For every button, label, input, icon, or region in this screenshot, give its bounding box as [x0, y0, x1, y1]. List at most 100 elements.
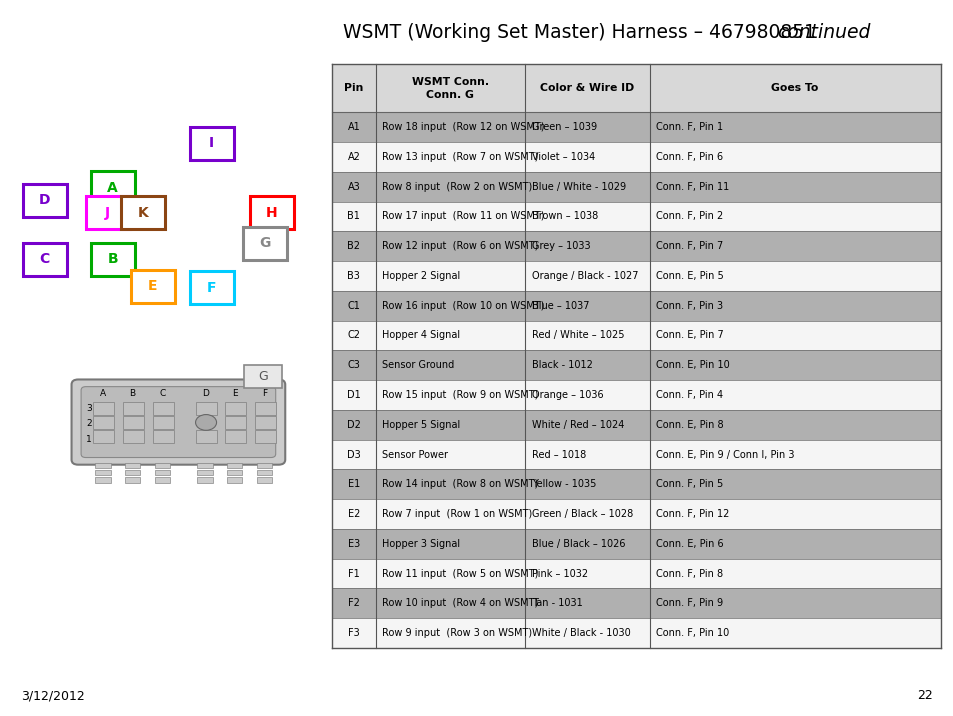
- FancyBboxPatch shape: [244, 365, 282, 388]
- Text: Conn. F, Pin 12: Conn. F, Pin 12: [656, 509, 729, 519]
- Text: White / Red – 1024: White / Red – 1024: [531, 420, 623, 430]
- Text: B2: B2: [347, 241, 360, 251]
- Text: Red – 1018: Red – 1018: [531, 450, 585, 460]
- Bar: [332, 350, 940, 380]
- Text: Row 17 input  (Row 11 on WSMT): Row 17 input (Row 11 on WSMT): [382, 211, 544, 221]
- Bar: [256, 470, 272, 475]
- Bar: [227, 477, 242, 483]
- Text: Row 12 input  (Row 6 on WSMT): Row 12 input (Row 6 on WSMT): [382, 241, 538, 251]
- FancyBboxPatch shape: [243, 227, 287, 260]
- Text: 22: 22: [916, 690, 932, 702]
- Text: Violet – 1034: Violet – 1034: [531, 152, 595, 162]
- Text: Conn. F, Pin 4: Conn. F, Pin 4: [656, 390, 722, 400]
- Text: D1: D1: [347, 390, 360, 400]
- Bar: [332, 558, 940, 589]
- Text: Hopper 4 Signal: Hopper 4 Signal: [382, 331, 460, 341]
- Text: White / Black - 1030: White / Black - 1030: [531, 628, 630, 638]
- Bar: [332, 261, 940, 291]
- Bar: [254, 402, 275, 415]
- Text: Conn. F, Pin 9: Conn. F, Pin 9: [656, 599, 722, 609]
- Text: J: J: [105, 205, 111, 220]
- Bar: [154, 477, 170, 483]
- Text: Hopper 5 Signal: Hopper 5 Signal: [382, 420, 460, 430]
- Circle shape: [195, 415, 216, 430]
- Text: Sensor Ground: Sensor Ground: [382, 360, 455, 370]
- Text: Blue / White - 1029: Blue / White - 1029: [531, 182, 625, 192]
- Text: Green – 1039: Green – 1039: [531, 122, 597, 132]
- FancyBboxPatch shape: [81, 387, 275, 458]
- Text: Yellow - 1035: Yellow - 1035: [531, 479, 596, 489]
- Text: Hopper 3 Signal: Hopper 3 Signal: [382, 539, 460, 549]
- FancyBboxPatch shape: [91, 243, 134, 276]
- Text: Sensor Power: Sensor Power: [382, 450, 448, 460]
- Text: E2: E2: [347, 509, 359, 519]
- Bar: [152, 402, 173, 415]
- Text: Black - 1012: Black - 1012: [531, 360, 592, 370]
- Text: 3/12/2012: 3/12/2012: [21, 690, 85, 702]
- Text: continued: continued: [777, 23, 870, 42]
- Bar: [227, 463, 242, 468]
- Text: Conn. E, Pin 5: Conn. E, Pin 5: [656, 271, 723, 281]
- Bar: [197, 463, 213, 468]
- Text: C: C: [159, 390, 165, 398]
- Text: Row 13 input  (Row 7 on WSMT): Row 13 input (Row 7 on WSMT): [382, 152, 538, 162]
- Text: C1: C1: [347, 301, 360, 311]
- FancyBboxPatch shape: [71, 379, 285, 465]
- Text: Row 9 input  (Row 3 on WSMT): Row 9 input (Row 3 on WSMT): [382, 628, 532, 638]
- Text: A3: A3: [347, 182, 360, 192]
- Text: Row 18 input  (Row 12 on WSMT): Row 18 input (Row 12 on WSMT): [382, 122, 544, 132]
- Text: Conn. E, Pin 10: Conn. E, Pin 10: [656, 360, 729, 370]
- Bar: [332, 410, 940, 440]
- Text: WSMT Conn.
Conn. G: WSMT Conn. Conn. G: [412, 77, 489, 100]
- Text: Conn. E, Pin 9 / Conn I, Pin 3: Conn. E, Pin 9 / Conn I, Pin 3: [656, 450, 794, 460]
- Bar: [332, 499, 940, 529]
- Text: Conn. F, Pin 8: Conn. F, Pin 8: [656, 569, 722, 579]
- FancyBboxPatch shape: [23, 184, 67, 217]
- Bar: [154, 470, 170, 475]
- Bar: [197, 477, 213, 483]
- Text: Row 8 input  (Row 2 on WSMT): Row 8 input (Row 2 on WSMT): [382, 182, 532, 192]
- Bar: [195, 402, 216, 415]
- Bar: [332, 618, 940, 648]
- Text: Tan - 1031: Tan - 1031: [531, 599, 581, 609]
- Bar: [125, 470, 140, 475]
- Text: Conn. E, Pin 6: Conn. E, Pin 6: [656, 539, 723, 549]
- Bar: [93, 430, 114, 443]
- Text: A1: A1: [347, 122, 360, 132]
- Text: Green / Black – 1028: Green / Black – 1028: [531, 509, 632, 519]
- FancyBboxPatch shape: [131, 270, 174, 303]
- Bar: [225, 402, 246, 415]
- Text: Conn. E, Pin 7: Conn. E, Pin 7: [656, 331, 723, 341]
- Text: Orange – 1036: Orange – 1036: [531, 390, 602, 400]
- Text: 3: 3: [86, 404, 91, 412]
- Text: F1: F1: [348, 569, 359, 579]
- Text: Row 11 input  (Row 5 on WSMT): Row 11 input (Row 5 on WSMT): [382, 569, 538, 579]
- Bar: [332, 380, 940, 410]
- Bar: [332, 589, 940, 618]
- Bar: [95, 470, 111, 475]
- Text: Orange / Black - 1027: Orange / Black - 1027: [531, 271, 638, 281]
- Text: B1: B1: [347, 211, 360, 221]
- Text: Row 14 input  (Row 8 on WSMT): Row 14 input (Row 8 on WSMT): [382, 479, 538, 489]
- Text: F: F: [207, 281, 216, 295]
- Text: Conn. F, Pin 1: Conn. F, Pin 1: [656, 122, 722, 132]
- Text: WSMT (Working Set Master) Harness – 467980851: WSMT (Working Set Master) Harness – 4679…: [343, 23, 827, 42]
- FancyBboxPatch shape: [250, 196, 294, 229]
- Text: Row 15 input  (Row 9 on WSMT): Row 15 input (Row 9 on WSMT): [382, 390, 538, 400]
- Text: E: E: [232, 390, 237, 398]
- Bar: [332, 529, 940, 558]
- Text: A: A: [100, 390, 106, 398]
- Text: D: D: [201, 390, 209, 398]
- Text: C2: C2: [347, 331, 360, 341]
- Text: D2: D2: [347, 420, 360, 430]
- FancyBboxPatch shape: [91, 171, 134, 204]
- Text: Conn. F, Pin 11: Conn. F, Pin 11: [656, 182, 729, 192]
- FancyBboxPatch shape: [121, 196, 165, 229]
- Bar: [154, 463, 170, 468]
- Text: Row 16 input  (Row 10 on WSMT): Row 16 input (Row 10 on WSMT): [382, 301, 544, 311]
- Text: Conn. F, Pin 7: Conn. F, Pin 7: [656, 241, 723, 251]
- Text: H: H: [266, 205, 277, 220]
- Text: E: E: [148, 279, 157, 294]
- Text: F2: F2: [348, 599, 359, 609]
- Bar: [93, 416, 114, 429]
